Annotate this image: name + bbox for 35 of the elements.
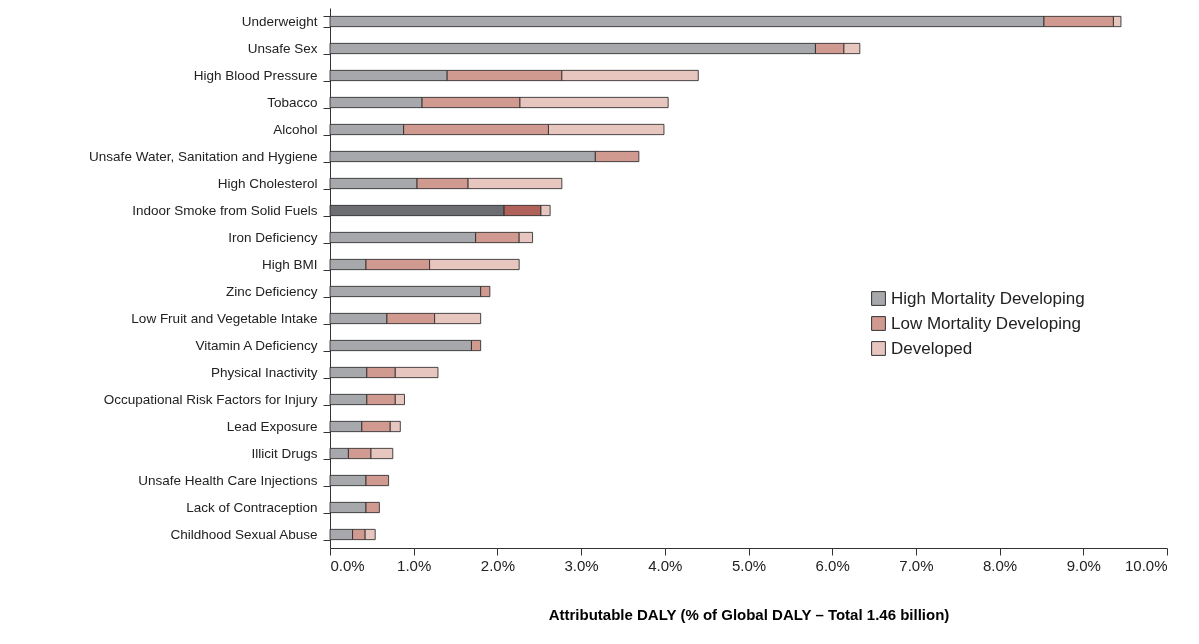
y-tick-label: Vitamin A Deficiency bbox=[195, 338, 318, 353]
x-tick-label: 1.0% bbox=[397, 556, 432, 574]
y-tick-label: Unsafe Water, Sanitation and Hygiene bbox=[89, 149, 318, 164]
y-tick-label: Underweight bbox=[241, 14, 318, 29]
x-axis-title: Attributable DALY (% of Global DALY – Total 1.46 billion) bbox=[548, 605, 950, 623]
y-tick-label: Occupational Risk Factors for Injury bbox=[103, 392, 318, 407]
y-tick-label: High Cholesterol bbox=[217, 176, 318, 191]
y-tick-label: Indoor Smoke from Solid Fuels bbox=[132, 203, 318, 218]
y-tick-label: Lead Exposure bbox=[226, 419, 318, 434]
y-tick-label: Unsafe Sex bbox=[247, 41, 318, 56]
x-tick-label: 3.0% bbox=[564, 556, 599, 574]
y-tick-label: Childhood Sexual Abuse bbox=[170, 527, 318, 542]
y-tick-label: Iron Deficiency bbox=[228, 230, 318, 245]
y-tick-label: Zinc Deficiency bbox=[225, 284, 318, 299]
y-tick-label: Lack of Contraception bbox=[186, 500, 318, 515]
y-tick-label: Low Fruit and Vegetable Intake bbox=[131, 311, 318, 326]
x-tick-label: 9.0% bbox=[1066, 556, 1101, 574]
legend-label: Low Mortality Developing bbox=[891, 313, 1081, 333]
x-tick-label: 6.0% bbox=[815, 556, 850, 574]
x-tick-label: 4.0% bbox=[648, 556, 683, 574]
x-tick-label: 0.0% bbox=[330, 556, 365, 574]
y-tick-label: High BMI bbox=[261, 257, 318, 272]
x-tick-label: 2.0% bbox=[480, 556, 515, 574]
y-tick-label: Tobacco bbox=[267, 95, 318, 110]
y-tick-label: Physical Inactivity bbox=[210, 365, 318, 380]
x-tick-label: 10.0% bbox=[1124, 556, 1168, 574]
y-tick-label: High Blood Pressure bbox=[193, 68, 318, 83]
x-tick-label: 8.0% bbox=[983, 556, 1018, 574]
legend-label: High Mortality Developing bbox=[891, 288, 1085, 308]
y-tick-label: Illicit Drugs bbox=[251, 446, 318, 461]
x-tick-label: 7.0% bbox=[899, 556, 934, 574]
x-tick-label: 5.0% bbox=[731, 556, 767, 574]
legend-label: Developed bbox=[891, 338, 973, 358]
y-tick-label: Alcohol bbox=[273, 122, 318, 137]
y-tick-label: Unsafe Health Care Injections bbox=[138, 473, 318, 488]
